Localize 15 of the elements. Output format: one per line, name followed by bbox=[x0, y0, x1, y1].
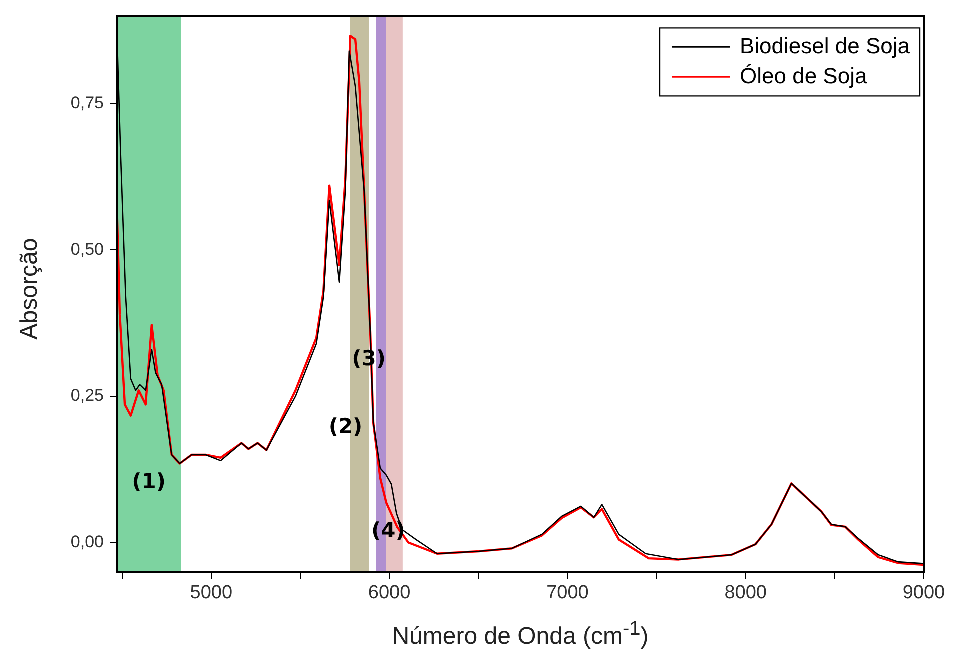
y-tick-label: 0,00 bbox=[70, 532, 104, 552]
y-tick-label: 0,25 bbox=[70, 386, 104, 406]
band-label: (1) bbox=[132, 469, 166, 494]
x-tick-label: 9000 bbox=[902, 582, 946, 604]
legend-label: Óleo de Soja bbox=[740, 63, 868, 88]
y-axis-title: Absorção bbox=[16, 237, 44, 342]
band-label: (2) bbox=[328, 414, 363, 438]
legend-label: Biodiesel de Soja bbox=[740, 33, 911, 58]
x-tick-label: 7000 bbox=[546, 582, 589, 604]
x-tick-label: 8000 bbox=[724, 582, 767, 604]
x-tick-label: 5000 bbox=[190, 582, 233, 604]
y-tick-label: 0,50 bbox=[70, 240, 104, 259]
x-tick-label: 6000 bbox=[368, 582, 411, 604]
x-axis-title: Número de Onda (cm$^{-1}$) bbox=[391, 618, 650, 651]
y-tick-label: 0,75 bbox=[70, 94, 104, 113]
